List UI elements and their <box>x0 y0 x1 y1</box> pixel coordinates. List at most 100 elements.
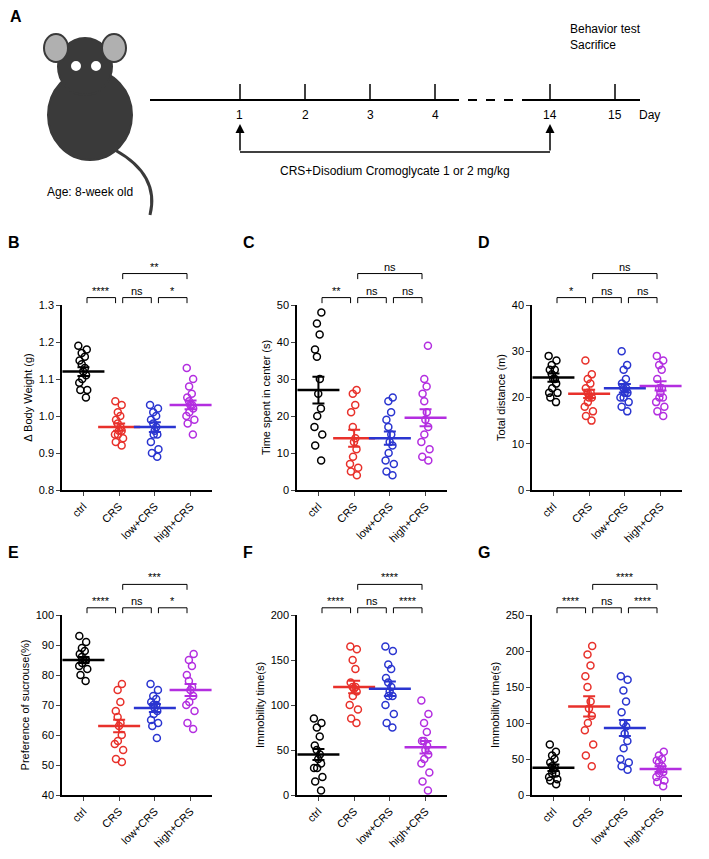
svg-text:low+CRS: low+CRS <box>354 500 395 541</box>
svg-text:high+CRS: high+CRS <box>387 500 431 544</box>
svg-text:50: 50 <box>277 299 289 311</box>
svg-text:ns: ns <box>131 285 143 297</box>
svg-text:14: 14 <box>543 108 557 122</box>
svg-text:ctrl: ctrl <box>540 500 559 519</box>
svg-text:200: 200 <box>506 645 524 657</box>
svg-text:**: ** <box>150 261 159 273</box>
svg-text:15: 15 <box>608 108 622 122</box>
svg-text:C: C <box>243 234 255 251</box>
svg-text:Preference of sucrouse(%): Preference of sucrouse(%) <box>19 640 31 771</box>
svg-text:100: 100 <box>36 609 54 621</box>
svg-text:40: 40 <box>42 789 54 801</box>
svg-text:****: **** <box>634 595 652 607</box>
svg-text:Time spent in center (s): Time spent in center (s) <box>260 340 272 455</box>
svg-text:1.3: 1.3 <box>39 299 54 311</box>
svg-text:1.0: 1.0 <box>39 410 54 422</box>
svg-text:0: 0 <box>518 789 524 801</box>
svg-text:40: 40 <box>512 299 524 311</box>
svg-text:Immobility time(s): Immobility time(s) <box>489 662 501 748</box>
svg-text:****: **** <box>399 595 417 607</box>
svg-text:****: **** <box>92 285 110 297</box>
svg-text:Day: Day <box>639 108 660 122</box>
svg-text:D: D <box>478 234 490 251</box>
svg-text:****: **** <box>381 571 399 583</box>
svg-text:high+CRS: high+CRS <box>152 500 196 544</box>
svg-text:low+CRS: low+CRS <box>119 805 160 846</box>
svg-text:2: 2 <box>302 108 309 122</box>
svg-text:high+CRS: high+CRS <box>622 805 666 849</box>
svg-text:CRS+Disodium Cromoglycate 1 or: CRS+Disodium Cromoglycate 1 or 2 mg/kg <box>280 164 510 178</box>
svg-text:1.1: 1.1 <box>39 373 54 385</box>
svg-text:ns: ns <box>619 261 631 273</box>
svg-text:B: B <box>8 234 20 251</box>
svg-text:CRS: CRS <box>335 500 360 525</box>
svg-text:30: 30 <box>277 373 289 385</box>
svg-text:A: A <box>10 8 22 25</box>
svg-text:CRS: CRS <box>570 500 595 525</box>
svg-text:40: 40 <box>277 336 289 348</box>
svg-text:Δ Body Weight (g): Δ Body Weight (g) <box>22 353 34 441</box>
svg-text:0: 0 <box>283 484 289 496</box>
svg-text:10: 10 <box>512 438 524 450</box>
svg-text:CRS: CRS <box>100 805 125 830</box>
svg-text:CRS: CRS <box>100 500 125 525</box>
svg-text:Age: 8-week old: Age: 8-week old <box>47 185 133 199</box>
svg-text:ctrl: ctrl <box>305 500 324 519</box>
svg-text:150: 150 <box>271 654 289 666</box>
svg-text:3: 3 <box>367 108 374 122</box>
svg-text:200: 200 <box>271 609 289 621</box>
svg-text:50: 50 <box>277 744 289 756</box>
svg-text:CRS: CRS <box>570 805 595 830</box>
svg-text:150: 150 <box>506 681 524 693</box>
svg-text:*: * <box>170 595 175 607</box>
svg-text:ns: ns <box>637 285 649 297</box>
svg-text:ns: ns <box>384 261 396 273</box>
svg-text:G: G <box>478 544 490 561</box>
svg-text:ctrl: ctrl <box>305 805 324 824</box>
svg-text:low+CRS: low+CRS <box>589 805 630 846</box>
svg-text:1.2: 1.2 <box>39 336 54 348</box>
svg-text:low+CRS: low+CRS <box>354 805 395 846</box>
svg-text:**: ** <box>332 285 341 297</box>
svg-text:high+CRS: high+CRS <box>387 805 431 849</box>
svg-text:ctrl: ctrl <box>70 805 89 824</box>
svg-text:4: 4 <box>432 108 439 122</box>
svg-text:low+CRS: low+CRS <box>589 500 630 541</box>
svg-text:60: 60 <box>42 729 54 741</box>
svg-text:high+CRS: high+CRS <box>622 500 666 544</box>
svg-text:ns: ns <box>366 595 378 607</box>
svg-text:100: 100 <box>506 717 524 729</box>
svg-text:ns: ns <box>131 595 143 607</box>
svg-text:Total distance (m): Total distance (m) <box>495 354 507 441</box>
svg-text:high+CRS: high+CRS <box>152 805 196 849</box>
svg-text:0: 0 <box>283 789 289 801</box>
svg-text:90: 90 <box>42 639 54 651</box>
svg-text:100: 100 <box>271 699 289 711</box>
svg-text:50: 50 <box>512 753 524 765</box>
svg-text:****: **** <box>562 595 580 607</box>
svg-text:50: 50 <box>42 759 54 771</box>
svg-text:Immobility time(s): Immobility time(s) <box>254 662 266 748</box>
svg-text:20: 20 <box>512 391 524 403</box>
svg-text:80: 80 <box>42 669 54 681</box>
svg-text:0.9: 0.9 <box>39 447 54 459</box>
svg-text:ctrl: ctrl <box>70 500 89 519</box>
svg-text:70: 70 <box>42 699 54 711</box>
svg-text:*: * <box>569 285 574 297</box>
svg-text:ns: ns <box>402 285 414 297</box>
svg-text:CRS: CRS <box>335 805 360 830</box>
svg-text:250: 250 <box>506 609 524 621</box>
svg-text:30: 30 <box>512 345 524 357</box>
svg-text:ctrl: ctrl <box>540 805 559 824</box>
svg-text:ns: ns <box>601 595 613 607</box>
svg-text:****: **** <box>92 595 110 607</box>
svg-text:low+CRS: low+CRS <box>119 500 160 541</box>
svg-text:20: 20 <box>277 410 289 422</box>
svg-text:1: 1 <box>236 108 243 122</box>
svg-text:Behavior testSacrifice: Behavior testSacrifice <box>570 22 641 52</box>
svg-text:10: 10 <box>277 447 289 459</box>
svg-text:****: **** <box>327 595 345 607</box>
svg-text:*: * <box>170 285 175 297</box>
svg-text:ns: ns <box>601 285 613 297</box>
svg-text:ns: ns <box>366 285 378 297</box>
